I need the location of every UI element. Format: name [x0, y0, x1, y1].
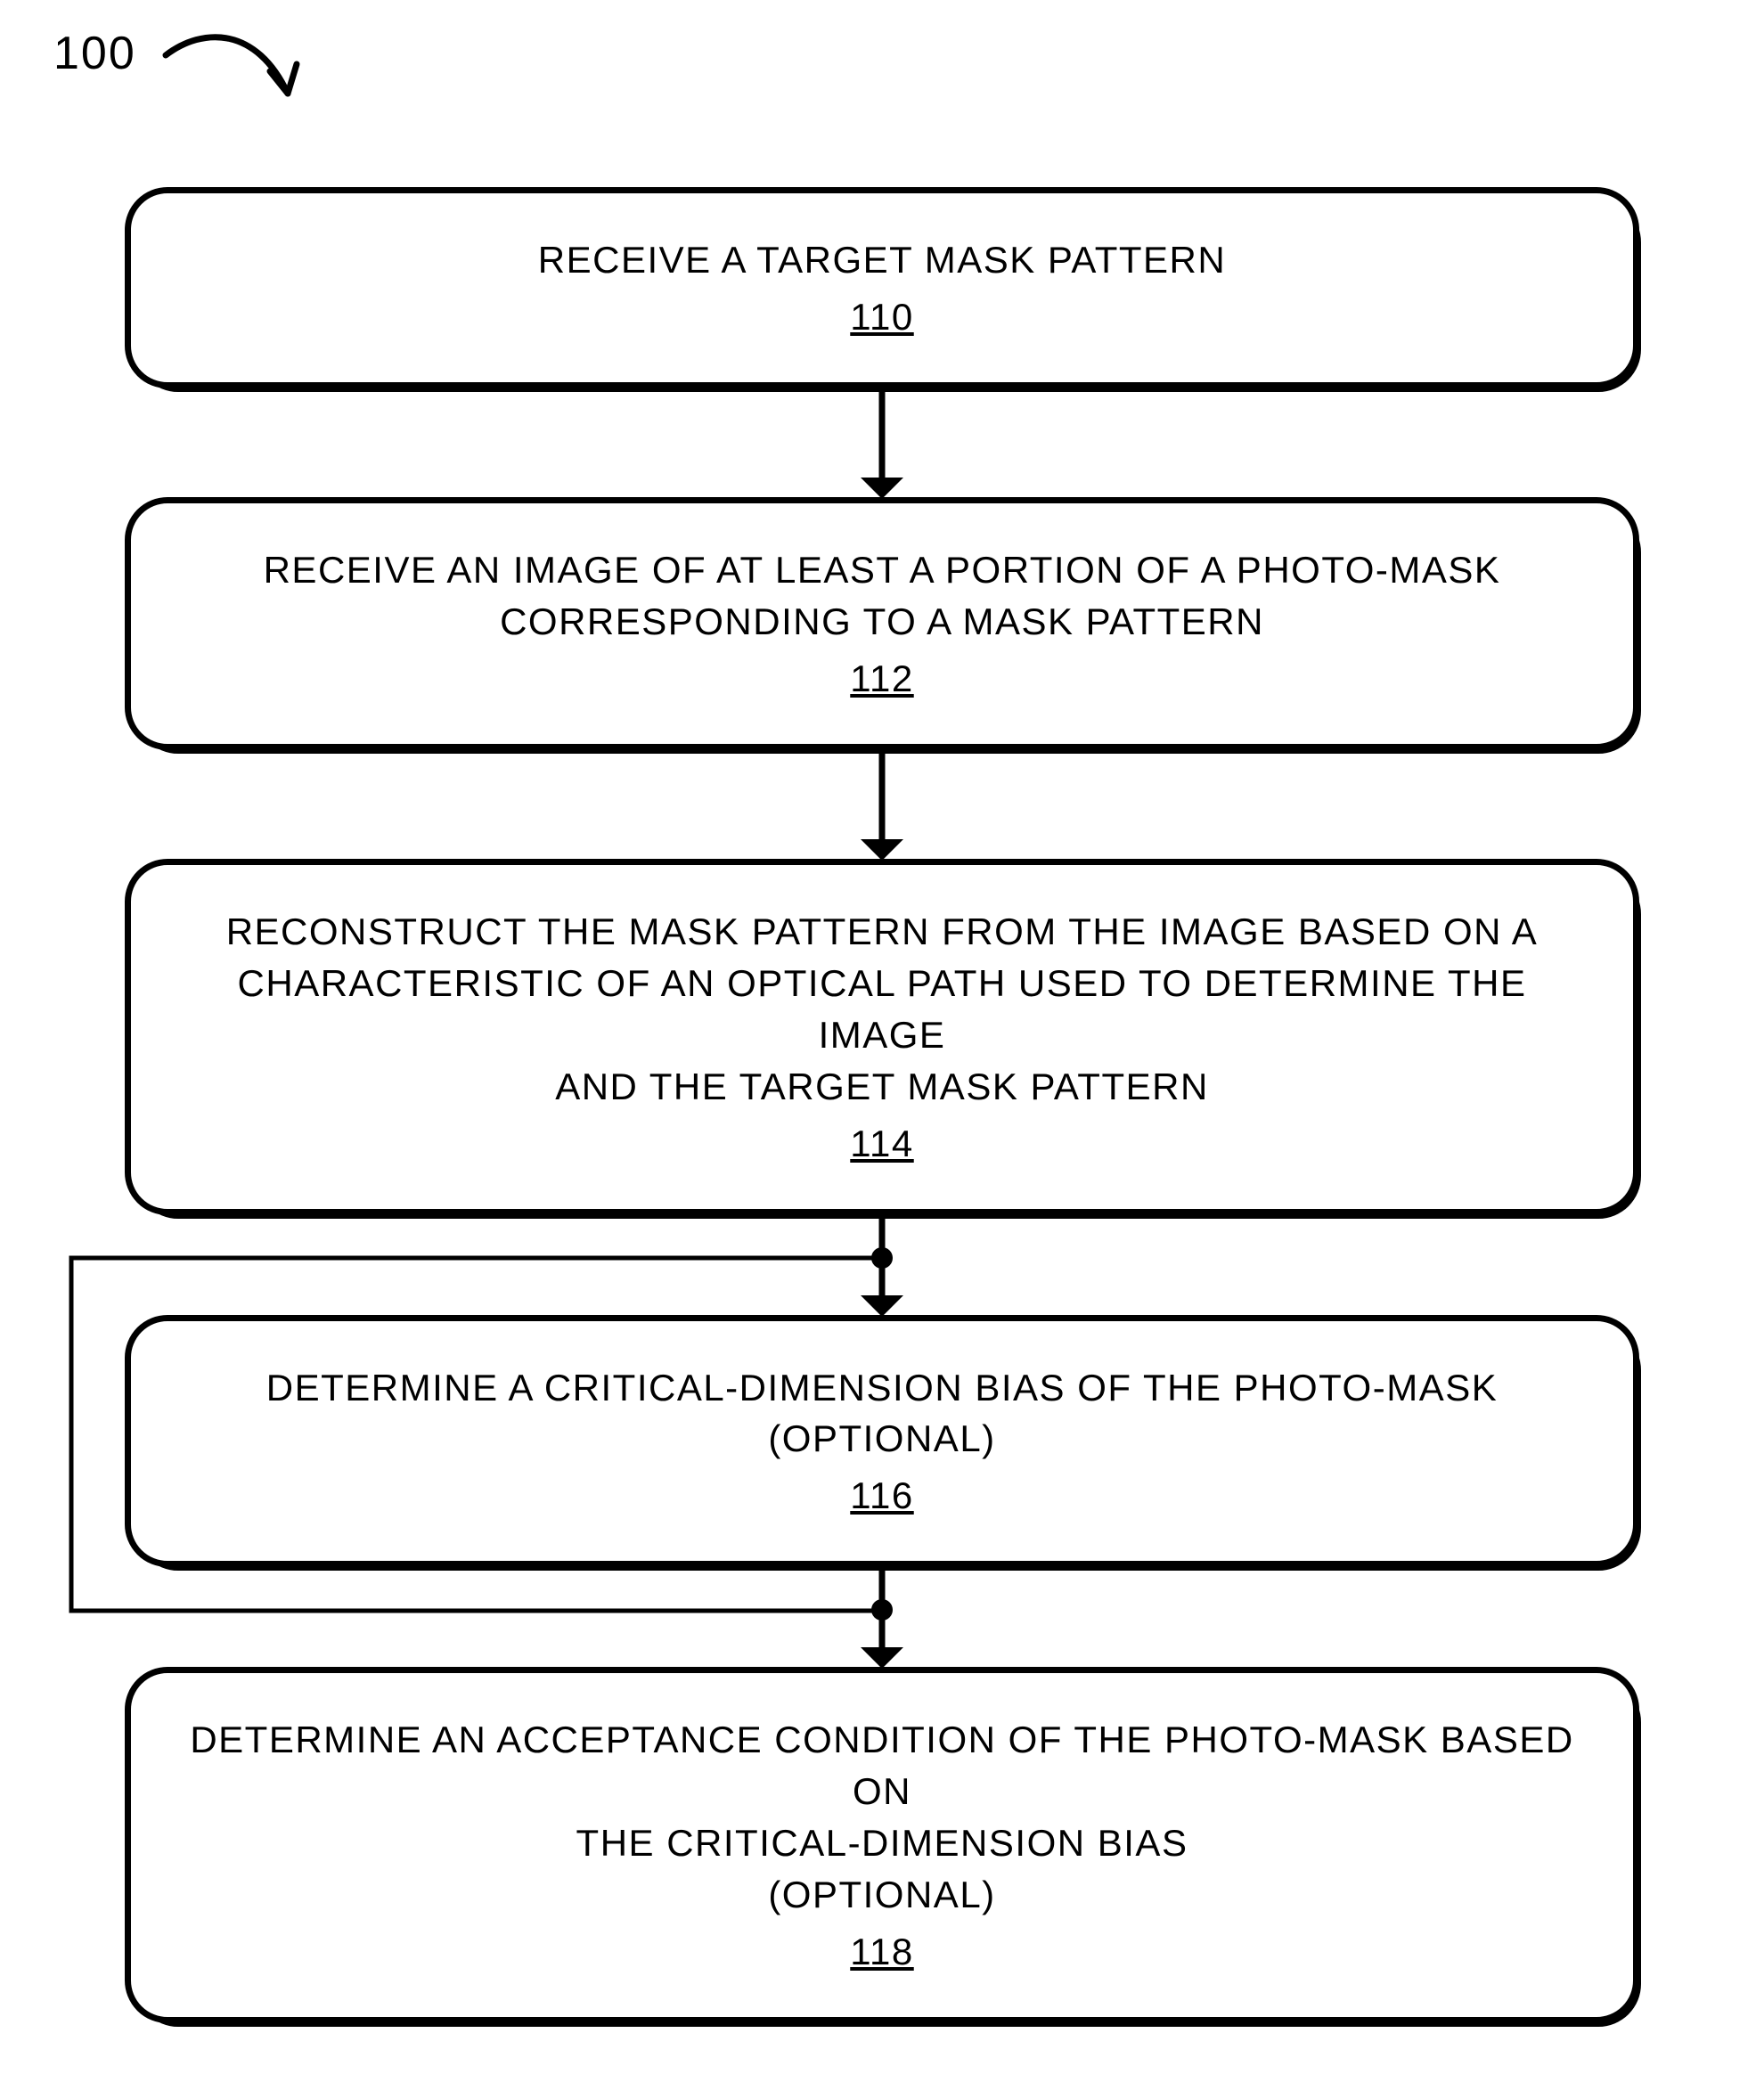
- flowchart: RECEIVE A TARGET MASK PATTERN110RECEIVE …: [125, 187, 1639, 2023]
- flow-step-text-line: DETERMINE AN ACCEPTANCE CONDITION OF THE…: [176, 1714, 1588, 1817]
- flow-step-text-line: RECEIVE AN IMAGE OF AT LEAST A PORTION O…: [176, 544, 1588, 596]
- flow-arrow-icon: [846, 745, 918, 861]
- flow-step-114: RECONSTRUCT THE MASK PATTERN FROM THE IM…: [125, 859, 1639, 1215]
- flow-step-text-line: (OPTIONAL): [176, 1869, 1588, 1921]
- flow-step-box: RECONSTRUCT THE MASK PATTERN FROM THE IM…: [125, 859, 1639, 1215]
- flow-step-box: RECEIVE AN IMAGE OF AT LEAST A PORTION O…: [125, 497, 1639, 750]
- flow-step-text-line: RECEIVE A TARGET MASK PATTERN: [176, 234, 1588, 286]
- flow-step-ref: 118: [850, 1926, 913, 1978]
- flow-step-ref: 110: [850, 291, 913, 343]
- flow-step-110: RECEIVE A TARGET MASK PATTERN110: [125, 187, 1639, 388]
- flow-step-ref: 114: [850, 1118, 913, 1170]
- figure-number-label: 100: [53, 27, 136, 80]
- flow-step-text-line: THE CRITICAL-DIMENSION BIAS: [176, 1817, 1588, 1869]
- page: 100 RECEIVE A TARGET MASK PATTERN110RECE…: [0, 0, 1764, 2074]
- flow-step-box: DETERMINE AN ACCEPTANCE CONDITION OF THE…: [125, 1667, 1639, 2023]
- flow-step-text-line: RECONSTRUCT THE MASK PATTERN FROM THE IM…: [176, 906, 1588, 958]
- flow-step-118: DETERMINE AN ACCEPTANCE CONDITION OF THE…: [125, 1667, 1639, 2023]
- flow-step-112: RECEIVE AN IMAGE OF AT LEAST A PORTION O…: [125, 497, 1639, 750]
- flow-arrow-icon: [846, 383, 918, 499]
- figure-bracket-icon: [159, 18, 301, 116]
- flow-step-text-line: AND THE TARGET MASK PATTERN: [176, 1061, 1588, 1113]
- flow-step-text-line: CORRESPONDING TO A MASK PATTERN: [176, 596, 1588, 648]
- flow-step-text-line: CHARACTERISTIC OF AN OPTICAL PATH USED T…: [176, 958, 1588, 1061]
- flow-step-box: RECEIVE A TARGET MASK PATTERN110: [125, 187, 1639, 388]
- flow-step-ref: 112: [850, 653, 913, 705]
- bypass-connector-icon: [53, 1240, 900, 1629]
